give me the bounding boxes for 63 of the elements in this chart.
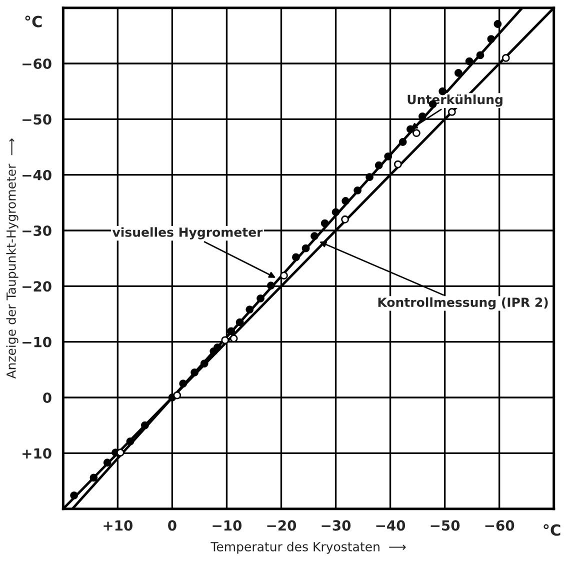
point [266,282,275,290]
point [494,20,502,28]
x-axis-title: Temperatur des Kryostaten ⟶ [210,542,406,554]
x-tick-label: −10 [212,520,242,531]
point [448,108,456,116]
point [476,51,484,60]
point [256,294,264,302]
point [140,421,149,430]
x-tick-label: −60 [485,520,514,531]
y-tick-label: −30 [22,225,52,236]
point [406,125,414,134]
annotation: visuelles Hygrometer [112,227,263,240]
point [394,160,402,168]
point [465,57,474,66]
point [398,138,407,146]
annotation: Unterkühlung [408,94,502,107]
point [227,327,236,336]
point [354,186,362,194]
point [173,391,182,400]
x-tick-label: +10 [104,520,133,531]
point [342,197,350,205]
point [236,318,244,326]
annotation: Kontrollmessung (IPR 2) [378,297,548,310]
point [246,306,254,314]
point [103,458,112,467]
point [90,474,98,482]
point [341,215,349,224]
x-tick-label: −50 [430,520,460,531]
point [332,208,340,216]
point [502,54,510,62]
x-tick-label: −20 [267,520,296,531]
point [280,272,288,280]
y-tick-label: −20 [22,281,52,292]
point [374,161,383,170]
point [384,152,392,160]
point [190,368,199,376]
text: °C [544,524,560,536]
point [418,112,426,120]
y-axis-title: Anzeige der Taupunkt-Hygrometer ⟶ [6,138,18,379]
point [366,173,374,182]
y-tick-label: +10 [22,448,52,459]
x-tick-label: 0 [168,520,176,531]
point [179,380,188,388]
y-tick-label: 0 [43,392,52,403]
point [302,244,310,252]
x-tick-label: −40 [376,520,406,531]
point [320,219,329,228]
point [200,360,208,368]
y-tick-label: −60 [22,58,52,69]
y-tick-label: −50 [22,114,52,125]
point [70,492,78,500]
point [454,69,462,77]
point [214,343,222,352]
point [310,232,318,240]
point [487,35,496,43]
point [292,253,300,262]
point [221,336,230,344]
point [126,438,134,446]
y-tick-label: −40 [22,170,52,180]
y-tick-label: −10 [22,336,52,348]
text: °C [25,16,42,28]
x-tick-label: −30 [322,520,351,531]
point [412,129,420,138]
